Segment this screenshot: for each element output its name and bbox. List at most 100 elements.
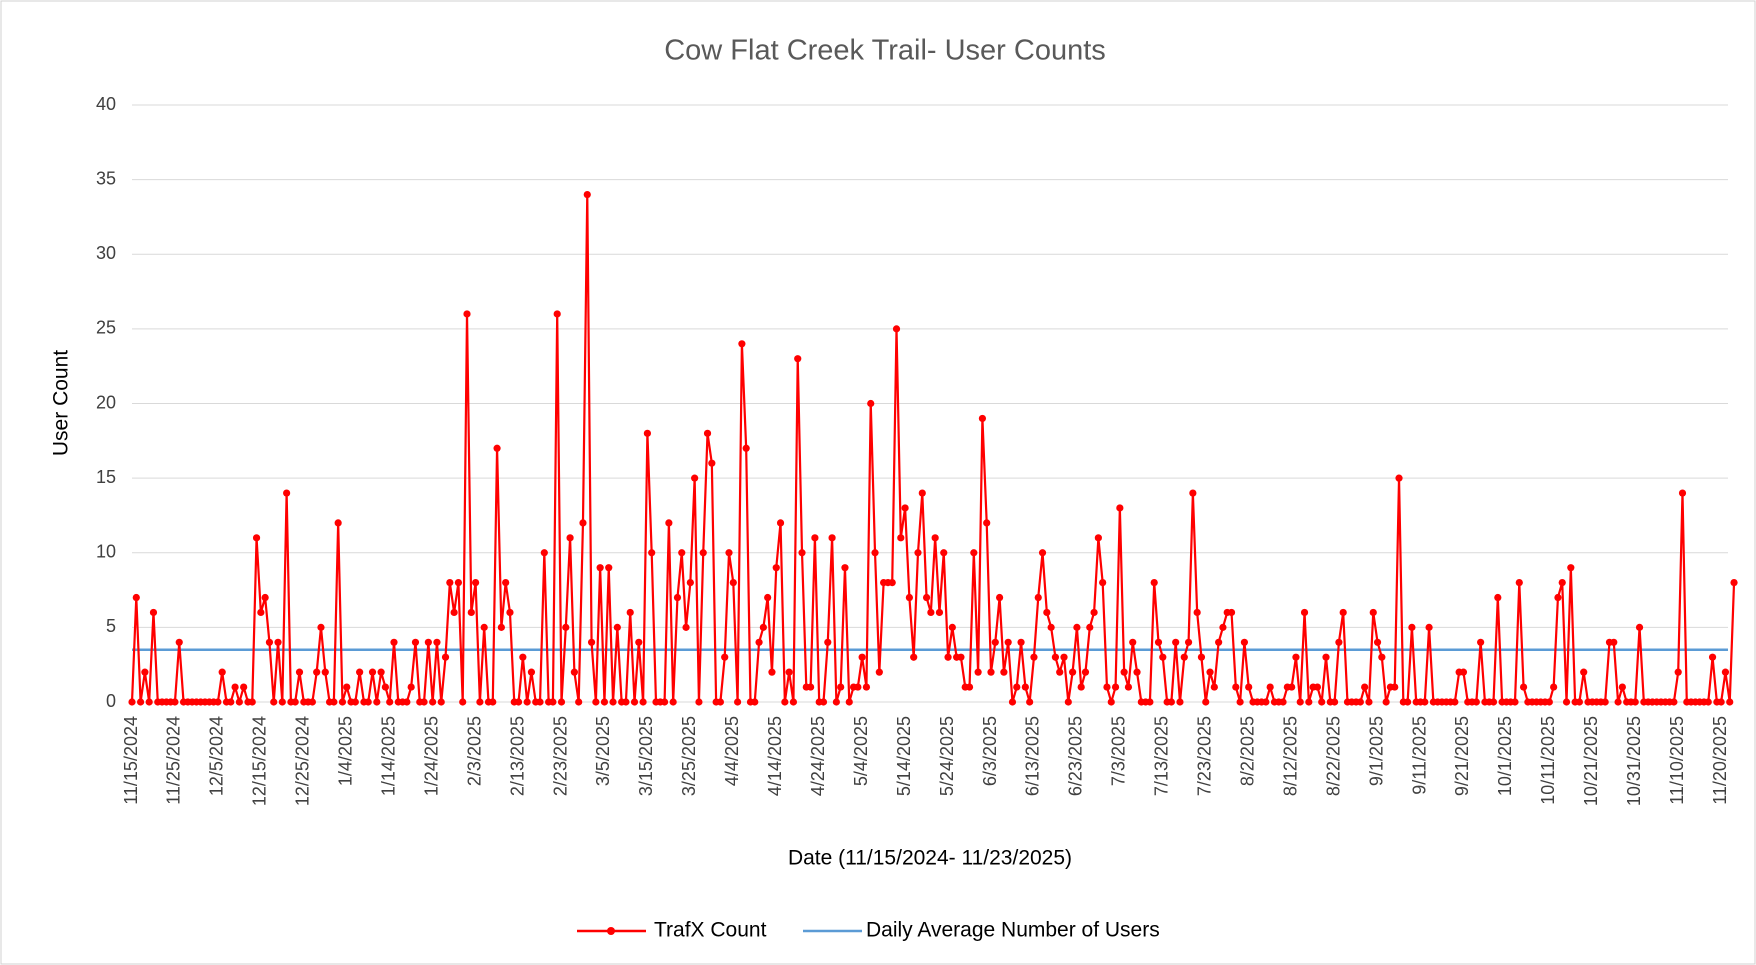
data-point (673, 593, 682, 602)
x-tick-label: 9/1/2025 (1366, 716, 1386, 786)
data-point (759, 623, 767, 631)
y-tick-label: 30 (96, 243, 116, 263)
data-point (1288, 683, 1296, 691)
y-tick-label: 35 (96, 168, 116, 188)
data-point (789, 698, 798, 706)
x-tick-label: 2/23/2025 (550, 716, 570, 796)
data-point (927, 608, 935, 617)
data-point (781, 698, 789, 706)
data-point (321, 668, 329, 676)
data-point (1000, 668, 1008, 676)
x-tick-label: 10/1/2025 (1495, 716, 1515, 796)
data-point (420, 698, 428, 706)
data-point (1197, 653, 1206, 661)
data-point (248, 698, 256, 706)
data-point (918, 489, 926, 497)
data-point (660, 698, 669, 706)
data-point (338, 698, 347, 706)
data-point (1365, 698, 1373, 706)
data-point (1099, 579, 1107, 587)
data-point (265, 638, 274, 646)
data-point (957, 653, 965, 661)
data-point (1515, 579, 1523, 587)
x-tick-label: 1/14/2025 (378, 716, 398, 796)
data-point (579, 519, 587, 527)
data-point (1408, 623, 1416, 631)
data-point (1051, 653, 1060, 661)
data-point (1494, 593, 1502, 602)
data-point (1206, 668, 1214, 676)
x-tick-label: 7/23/2025 (1195, 716, 1215, 796)
data-point (716, 698, 725, 706)
data-point (308, 698, 316, 706)
data-point (1425, 623, 1433, 631)
data-point (931, 534, 939, 542)
data-point (944, 653, 952, 661)
data-point (330, 698, 338, 706)
data-point (506, 608, 514, 617)
legend-marker (607, 927, 615, 935)
data-point (252, 534, 261, 542)
data-point (587, 638, 596, 646)
data-point (1180, 653, 1188, 661)
data-point (1451, 698, 1459, 706)
data-point (1176, 698, 1184, 706)
x-tick-label: 2/13/2025 (507, 716, 527, 796)
data-point (987, 668, 995, 676)
data-point (845, 698, 853, 706)
data-point (725, 549, 733, 557)
data-point (1090, 608, 1098, 617)
data-point (390, 638, 398, 646)
data-point (897, 534, 905, 542)
data-point (441, 653, 450, 661)
x-tick-label: 7/13/2025 (1152, 716, 1172, 796)
data-point (497, 623, 505, 631)
data-point (295, 668, 304, 676)
y-axis-label: User Count (50, 350, 73, 456)
data-point (867, 399, 875, 408)
data-point (149, 608, 158, 617)
data-point (214, 698, 222, 706)
data-point (1013, 683, 1021, 691)
data-point (136, 698, 145, 706)
data-point (605, 564, 613, 572)
data-point (480, 623, 488, 631)
data-point (343, 683, 351, 691)
y-tick-label: 0 (106, 691, 116, 711)
y-tick-label: 20 (96, 392, 116, 412)
data-point (905, 593, 913, 602)
data-point (1154, 638, 1163, 646)
data-point (622, 698, 630, 706)
x-tick-label: 11/25/2024 (164, 716, 184, 805)
data-point (1069, 668, 1077, 676)
data-point (1678, 489, 1687, 497)
data-point (807, 683, 815, 691)
data-point (570, 668, 578, 676)
data-point (1232, 683, 1240, 691)
data-point (935, 608, 944, 617)
x-tick-label: 8/22/2025 (1323, 716, 1343, 796)
data-point (381, 683, 390, 691)
data-point (1614, 698, 1622, 706)
data-point (1215, 638, 1223, 646)
data-point (1313, 683, 1322, 691)
y-tick-label: 5 (106, 616, 116, 636)
data-point (755, 638, 763, 646)
data-point (682, 623, 690, 631)
data-point (1081, 668, 1090, 676)
data-point (1266, 683, 1274, 691)
data-point (1111, 683, 1120, 691)
x-tick-label: 5/4/2025 (851, 716, 871, 786)
x-tick-label: 10/21/2025 (1581, 716, 1601, 806)
data-point (1404, 698, 1412, 706)
data-point (729, 579, 737, 587)
data-point (1519, 683, 1528, 691)
data-point (635, 638, 643, 646)
data-point (1077, 683, 1085, 691)
x-tick-label: 6/3/2025 (980, 716, 1000, 786)
data-point (837, 683, 845, 691)
data-point (1133, 668, 1141, 676)
data-point (1167, 698, 1175, 706)
data-point (1004, 638, 1012, 646)
data-point (596, 564, 604, 572)
